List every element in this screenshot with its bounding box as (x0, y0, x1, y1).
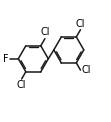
Text: Cl: Cl (76, 19, 85, 29)
Text: F: F (3, 54, 9, 64)
Text: Cl: Cl (82, 65, 91, 75)
Text: Cl: Cl (17, 80, 26, 90)
Text: Cl: Cl (40, 27, 50, 37)
